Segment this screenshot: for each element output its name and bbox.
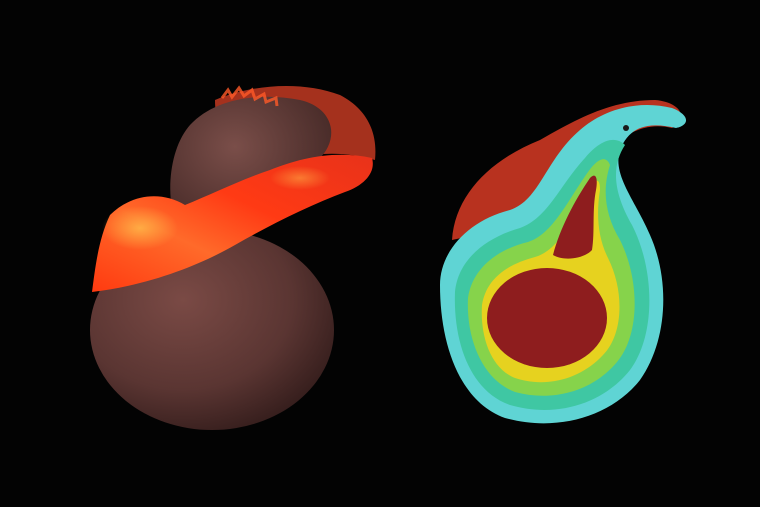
inner-plume bbox=[553, 175, 597, 259]
right-render bbox=[440, 100, 687, 424]
debris-flecks bbox=[220, 85, 279, 107]
tail-hole bbox=[623, 125, 629, 131]
left-render bbox=[90, 85, 376, 430]
debris-hotspot bbox=[102, 206, 178, 250]
core bbox=[487, 268, 607, 368]
debris-hotspot-2 bbox=[270, 166, 330, 190]
